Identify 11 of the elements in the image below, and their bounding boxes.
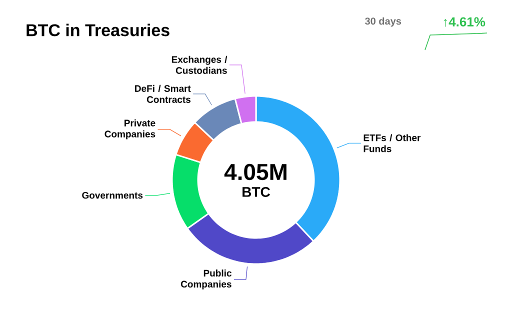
text: ↑4.61% [444,17,486,27]
slice-label: Public Companies [180,270,232,290]
slice-label: Governments [82,192,143,199]
chart-title: 30 days [365,17,402,27]
text: BTC [242,187,270,197]
slice-label: DeFi / Smart Contracts [135,84,191,103]
chart-title: BTC in Treasuries [26,24,170,36]
text: 4.05M [224,164,286,180]
slice-label: ETFs / Other Funds [364,134,421,152]
slice-label: Exchanges / Custodians [172,56,228,74]
slice-label: Private Companies [104,119,156,140]
